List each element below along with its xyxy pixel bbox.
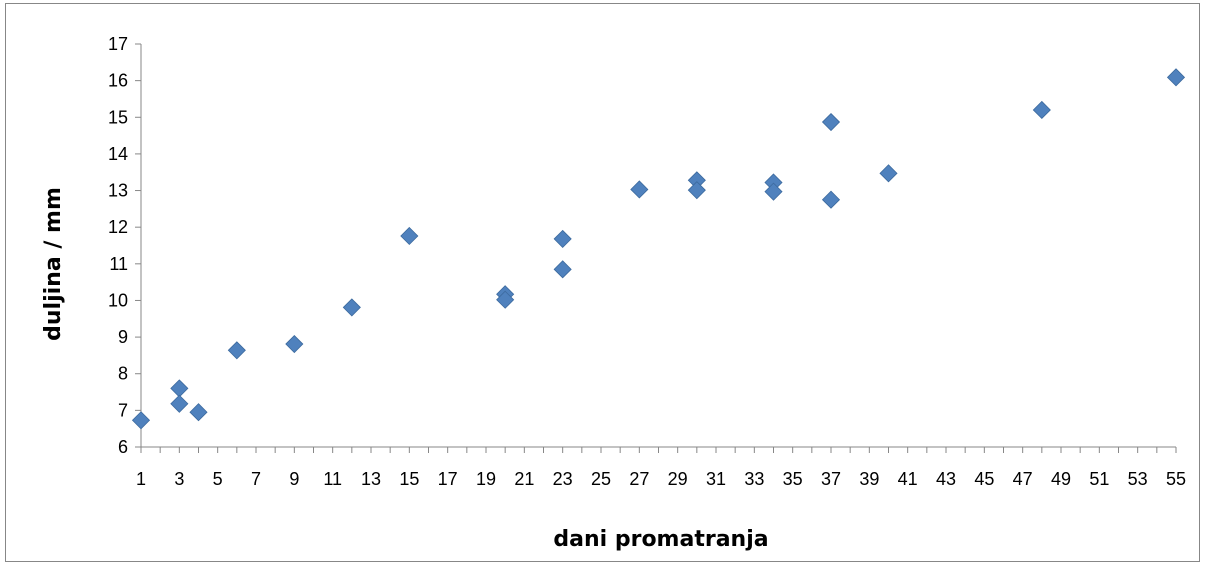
data-point bbox=[821, 112, 841, 132]
y-tick-label: 16 bbox=[108, 71, 128, 91]
data-point bbox=[496, 290, 515, 309]
x-tick-label: 23 bbox=[553, 469, 573, 489]
x-tick-label: 19 bbox=[476, 469, 496, 489]
data-point bbox=[687, 181, 706, 200]
y-tick-label: 17 bbox=[108, 34, 128, 54]
y-tick-label: 12 bbox=[108, 217, 128, 237]
x-tick-label: 27 bbox=[629, 469, 649, 489]
data-point bbox=[879, 164, 898, 183]
y-tick-label: 11 bbox=[109, 254, 128, 274]
x-tick-label: 31 bbox=[706, 469, 726, 489]
x-tick-label: 9 bbox=[289, 469, 299, 489]
x-tick-label: 55 bbox=[1166, 469, 1186, 489]
x-tick-label: 35 bbox=[783, 469, 803, 489]
data-point bbox=[285, 334, 304, 354]
x-tick-label: 13 bbox=[361, 469, 381, 489]
x-tick-label: 17 bbox=[438, 469, 458, 489]
y-tick-label: 6 bbox=[118, 437, 128, 457]
data-point bbox=[170, 394, 189, 413]
x-tick-label: 15 bbox=[399, 469, 419, 489]
y-tick-label: 9 bbox=[118, 327, 128, 347]
x-tick-label: 3 bbox=[174, 469, 184, 489]
x-axis-title: dani promatranja bbox=[553, 527, 768, 552]
x-tick-label: 11 bbox=[323, 469, 342, 489]
y-tick-label: 14 bbox=[108, 144, 128, 164]
x-tick-label: 43 bbox=[936, 469, 956, 489]
y-tick-label: 10 bbox=[108, 290, 128, 310]
chart-frame: 6 7 8 9 10 11 12 13 14 15 16 17 1 3 5 7 9 11 13 15 17 19 21 23… bbox=[5, 3, 1200, 562]
x-tick-label: 41 bbox=[898, 469, 918, 489]
y-axis: 6 7 8 9 10 11 12 13 14 15 16 17 bbox=[108, 34, 142, 457]
x-tick-label: 5 bbox=[213, 469, 223, 489]
data-point bbox=[227, 341, 246, 360]
y-tick-label: 8 bbox=[118, 364, 128, 384]
data-point bbox=[1032, 100, 1051, 120]
y-tick-label: 13 bbox=[108, 181, 128, 201]
data-point bbox=[764, 182, 783, 201]
x-tick-label: 7 bbox=[251, 469, 261, 489]
x-tick-label: 45 bbox=[974, 469, 994, 489]
data-point bbox=[342, 298, 361, 317]
data-point bbox=[1166, 68, 1186, 87]
x-tick-label: 21 bbox=[514, 469, 534, 489]
x-tick-label: 37 bbox=[821, 469, 841, 489]
data-point bbox=[400, 226, 419, 246]
x-tick-label: 49 bbox=[1051, 469, 1071, 489]
data-point bbox=[131, 411, 151, 430]
x-tick-label: 39 bbox=[859, 469, 879, 489]
x-tick-label: 53 bbox=[1128, 469, 1148, 489]
data-point bbox=[821, 190, 841, 209]
x-tick-label: 29 bbox=[668, 469, 688, 489]
x-tick-label: 51 bbox=[1089, 469, 1109, 489]
data-point bbox=[630, 180, 649, 199]
x-tick-label: 25 bbox=[591, 469, 611, 489]
data-point bbox=[189, 403, 208, 422]
x-tick-label: 33 bbox=[744, 469, 764, 489]
y-axis-title: duljina / mm bbox=[41, 187, 66, 341]
data-points bbox=[131, 68, 1186, 430]
y-tick-label: 7 bbox=[118, 400, 128, 420]
x-axis: 1 3 5 7 9 11 13 15 17 19 21 23 25 27 29 31 33 35 37 39 41 43 4… bbox=[136, 446, 1186, 489]
data-point bbox=[553, 229, 572, 248]
y-tick-label: 15 bbox=[108, 107, 128, 127]
x-tick-label: 1 bbox=[136, 469, 146, 489]
data-point bbox=[553, 260, 572, 279]
data-point bbox=[170, 379, 189, 398]
x-tick-label: 47 bbox=[1013, 469, 1033, 489]
